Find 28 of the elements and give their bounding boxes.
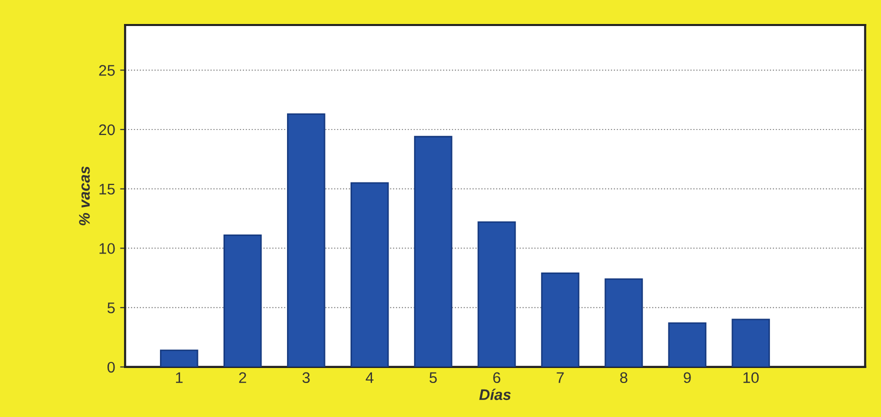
bar [414,136,452,367]
x-axis-title: Días [479,388,511,400]
x-tick-label: 2 [239,372,246,383]
y-tick-label: 10 [100,243,115,254]
bar [287,113,326,367]
x-tick-label: 3 [302,372,310,384]
bar [732,318,770,367]
y-tick-label: 5 [107,302,115,314]
y-tick-label: 15 [100,184,115,195]
y-tick-label: 25 [99,65,115,76]
bar [350,182,389,367]
bar [668,322,706,367]
x-tick-label: 10 [743,372,759,384]
x-tick-label: 9 [684,372,691,384]
x-tick-label: 1 [176,372,183,383]
bar [160,350,198,367]
bar [478,221,516,367]
x-tick-label: 4 [366,372,374,383]
x-tick-label: 5 [430,372,437,384]
x-tick-label: 6 [493,372,500,384]
y-axis-title: % vacas [79,166,90,226]
bar [541,272,580,367]
x-tick-label: 8 [620,372,628,384]
bar [604,278,643,367]
bar [224,234,262,367]
y-tick-label: 20 [99,124,115,136]
x-tick-label: 7 [556,372,564,383]
y-tick-label: 0 [107,362,115,373]
